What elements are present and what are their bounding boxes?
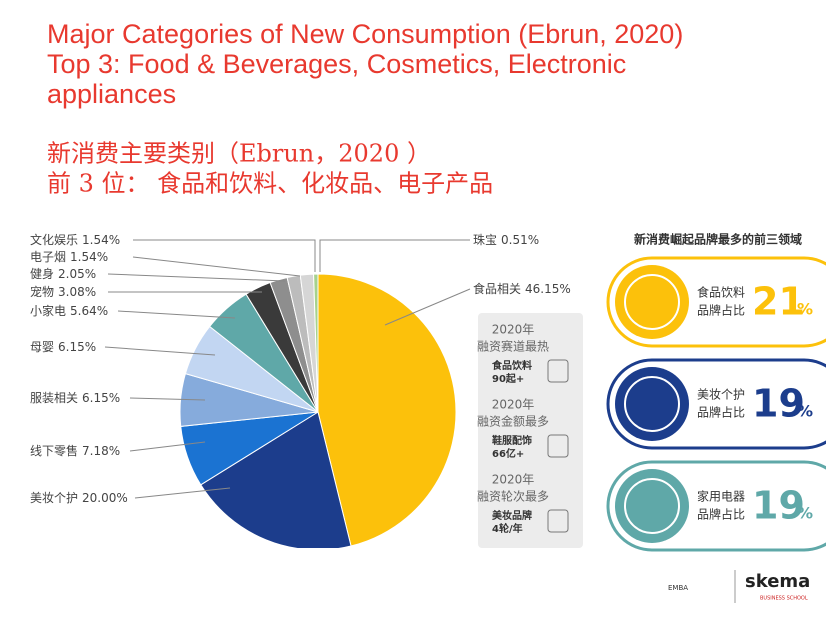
icon-circle	[615, 469, 689, 543]
icon-circle	[615, 265, 689, 339]
leader-line	[319, 239, 470, 272]
value-label: 6.15%	[58, 340, 96, 354]
icon-ring	[624, 274, 680, 330]
icon-circle	[615, 367, 689, 441]
leader-line	[132, 256, 301, 277]
funding-text: 融资轮次最多	[477, 490, 549, 504]
top3-unit: %	[797, 402, 813, 421]
category: 小家电	[30, 303, 66, 318]
top3-num: 19	[752, 382, 805, 426]
slice-label: 宠物 3.08%	[30, 284, 96, 299]
category: 美妆个护	[30, 491, 78, 505]
pie-slice	[200, 411, 352, 548]
icon	[547, 434, 569, 458]
funding-item: 4轮/年	[492, 522, 523, 535]
value-label: 6.15%	[82, 391, 120, 405]
slice-label: 小家电 5.64%	[30, 303, 108, 318]
top3-num: 21	[752, 280, 805, 324]
category: 健身	[30, 266, 54, 281]
top3-title: 新消费崛起品牌最多的前三领域	[634, 232, 802, 247]
value-label: 1.54%	[82, 233, 120, 247]
top3-name: 家用电器	[697, 489, 745, 504]
slice-label: 文化娱乐 1.54%	[30, 232, 120, 247]
leader-line	[104, 346, 216, 356]
category: 食品相关	[473, 281, 521, 296]
funding-text: 2020年	[492, 398, 535, 412]
leader-line	[129, 397, 206, 401]
top3-sub: 品牌占比	[697, 405, 745, 420]
category: 母婴	[30, 340, 54, 354]
slice-label: 服装相关 6.15%	[30, 391, 120, 405]
value-label: 2.05%	[58, 267, 96, 281]
leader-line	[117, 310, 236, 319]
category: 文化娱乐	[30, 232, 78, 247]
category: 线下零售	[30, 443, 78, 458]
funding-item: 鞋服配饰	[492, 434, 532, 447]
leader-line	[133, 239, 316, 272]
leader-line	[134, 487, 231, 499]
category: 宠物	[30, 284, 54, 299]
title-zh: 新消费主要类别（Ebrun，2020 ）	[47, 140, 431, 168]
funding-item: 食品饮料	[491, 359, 532, 372]
icon	[547, 359, 569, 383]
value-label: 5.64%	[70, 304, 108, 318]
funding-item: 66亿+	[492, 447, 524, 460]
top3-unit: %	[797, 300, 813, 319]
pie-slice	[313, 273, 319, 413]
funding-text: 融资赛道最热	[477, 339, 549, 354]
leader-line	[129, 441, 206, 452]
icon	[547, 509, 569, 533]
funding-box	[478, 313, 583, 548]
leader-line	[107, 273, 286, 282]
top3-unit: %	[797, 504, 813, 523]
leader-line	[384, 288, 471, 326]
value-label: 46.15%	[525, 282, 571, 296]
top3-sub: 品牌占比	[697, 303, 745, 318]
value-label: 3.08%	[58, 285, 96, 299]
top3-name: 食品饮料	[697, 285, 745, 300]
title-zh: 前 3 位： 食品和饮料、化妆品、电子产品	[47, 170, 493, 198]
pie	[179, 273, 457, 548]
title-en: Major Categories of New Consumption (Ebr…	[47, 19, 683, 49]
pie-slice	[317, 273, 457, 547]
category: 珠宝	[473, 233, 497, 247]
logo: skema	[745, 571, 810, 592]
title-en: appliances	[47, 79, 176, 109]
value-label: 7.18%	[82, 444, 120, 458]
logo: BUSINESS SCHOOL	[760, 596, 808, 602]
funding-text: 2020年	[492, 473, 535, 487]
slice-label: 线下零售 7.18%	[30, 443, 120, 458]
title-en: Top 3: Food & Beverages, Cosmetics, Elec…	[47, 49, 626, 79]
slice-label: 电子烟 1.54%	[30, 250, 108, 264]
funding-text: 2020年	[492, 323, 535, 337]
slice-label: 美妆个护 20.00%	[30, 491, 128, 505]
value-label: 1.54%	[70, 250, 108, 264]
funding-item: 90起+	[492, 372, 524, 385]
logo: EMBA	[668, 584, 688, 592]
slice-label: 健身 2.05%	[30, 266, 96, 281]
funding-item: 美妆品牌	[492, 509, 532, 522]
category: 电子烟	[30, 250, 66, 264]
slice-label: 母婴 6.15%	[30, 340, 96, 354]
value-label: 20.00%	[82, 491, 128, 505]
icon-ring	[624, 376, 680, 432]
category: 服装相关	[30, 391, 78, 405]
top3-sub: 品牌占比	[697, 507, 745, 522]
slice-label: 珠宝 0.51%	[473, 233, 539, 247]
value-label: 0.51%	[501, 233, 539, 247]
funding-text: 融资金额最多	[477, 414, 549, 429]
top3-name: 美妆个护	[697, 388, 745, 402]
top3-num: 19	[752, 484, 805, 528]
slice-label: 食品相关 46.15%	[473, 281, 571, 296]
icon-ring	[624, 478, 680, 534]
